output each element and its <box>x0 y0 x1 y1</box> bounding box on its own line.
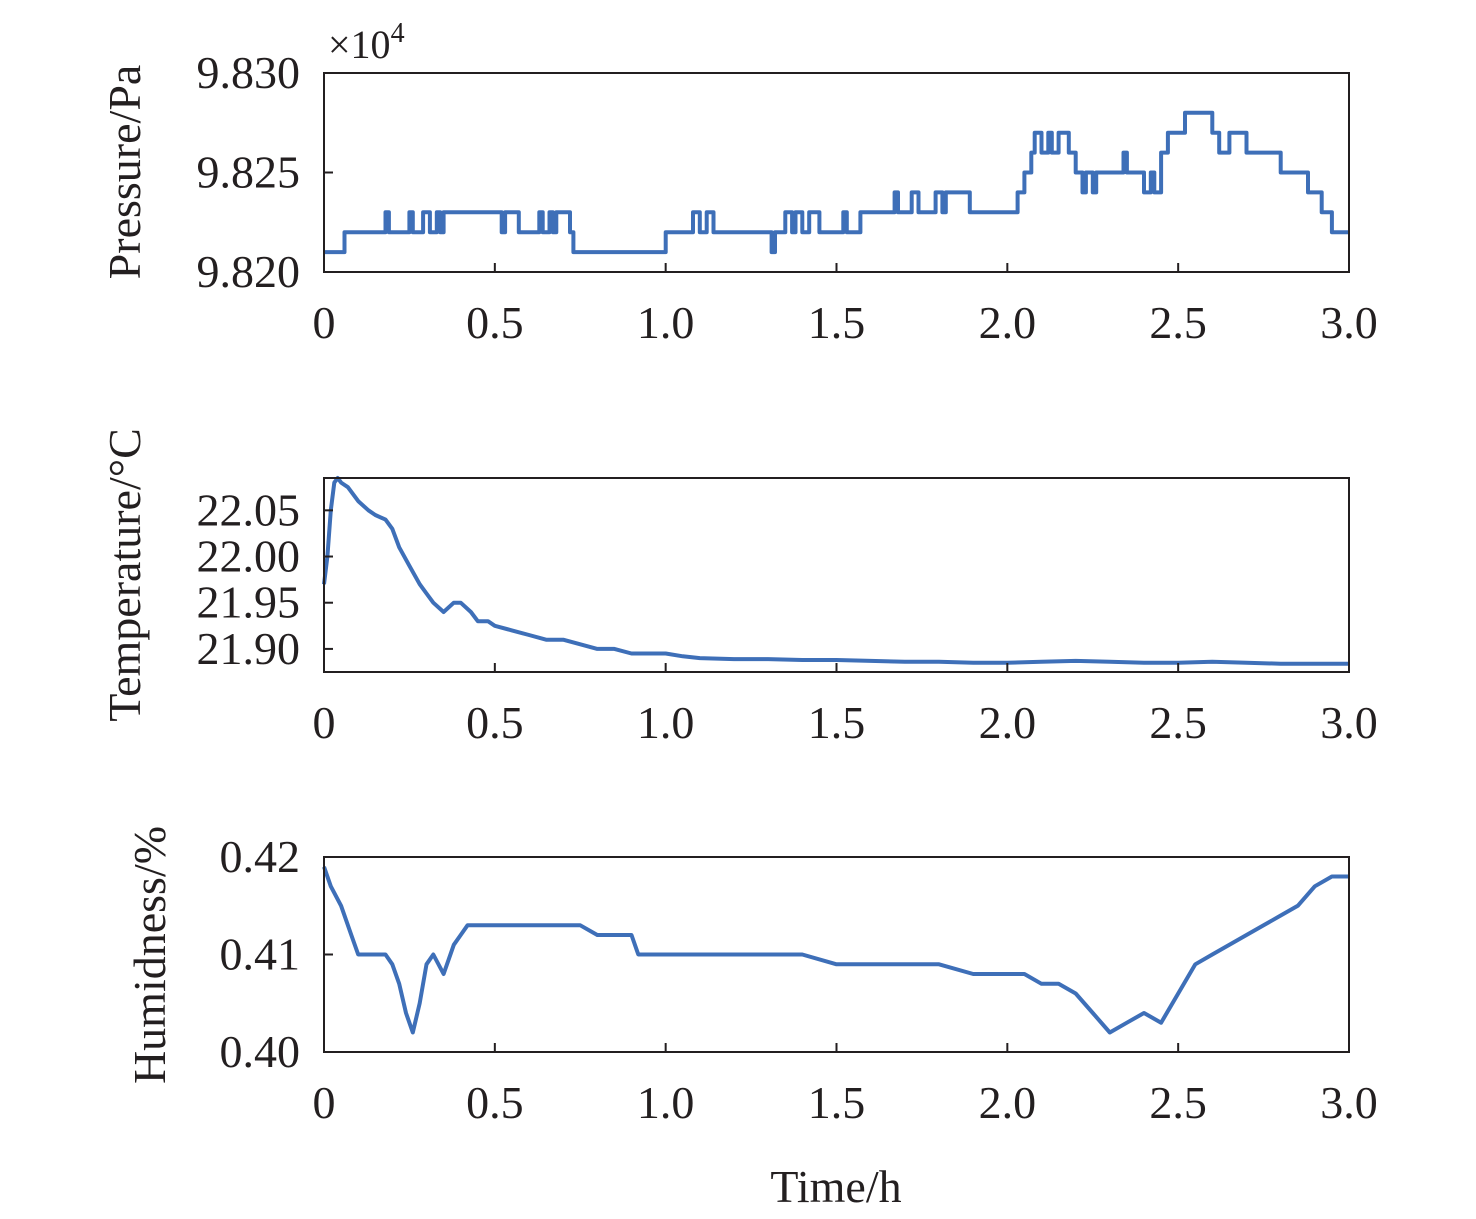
x-tick-label: 2.5 <box>1149 1077 1207 1128</box>
pressure-panel: 0 0.5 1.0 1.5 2.0 2.5 3.0 9.820 9.825 9.830 Pressu… <box>99 18 1378 348</box>
y-tick-label: 9.820 <box>197 246 301 297</box>
y-axis-title: Pressure/Pa <box>99 65 150 280</box>
x-tick-label: 3.0 <box>1320 697 1378 748</box>
series-line <box>322 866 1349 1035</box>
x-tick-label: 2.5 <box>1149 697 1207 748</box>
x-tick-label: 2.0 <box>979 697 1037 748</box>
x-tick-label: 2.5 <box>1149 297 1207 348</box>
y-tick-label: 21.95 <box>197 577 301 628</box>
x-tick-label: 1.5 <box>808 697 866 748</box>
x-tick-label: 3.0 <box>1320 297 1378 348</box>
x-tick-label: 1.0 <box>637 697 695 748</box>
x-tick-label: 0.5 <box>466 1077 524 1128</box>
plot-frame <box>323 72 1350 273</box>
y-tick-label: 22.00 <box>197 531 301 582</box>
y-tick-label: 9.825 <box>197 147 301 198</box>
plot-frame <box>323 477 1350 673</box>
x-tick-label: 2.0 <box>979 297 1037 348</box>
x-tick-label: 0 <box>313 697 336 748</box>
x-tick-label: 0.5 <box>466 297 524 348</box>
y-tick-label: 22.05 <box>197 484 301 535</box>
y-tick-label: 0.40 <box>220 1026 301 1077</box>
y-multiplier-exponent: 4 <box>391 18 405 49</box>
x-axis-title: Time/h <box>770 1161 901 1212</box>
x-tick-label: 1.5 <box>808 297 866 348</box>
y-multiplier-label: ×104 <box>328 18 405 67</box>
x-tick-label: 0 <box>313 1077 336 1128</box>
plot-frame <box>323 856 1350 1053</box>
y-tick-label: 9.830 <box>197 47 301 98</box>
x-tick-label: 1.0 <box>637 1077 695 1128</box>
x-tick-label: 2.0 <box>979 1077 1037 1128</box>
series-line <box>324 110 1349 255</box>
x-tick-label: 1.5 <box>808 1077 866 1128</box>
y-tick-label: 21.90 <box>197 623 301 674</box>
series-line <box>322 476 1349 666</box>
x-tick-label: 1.0 <box>637 297 695 348</box>
y-axis-title: Temperature/°C <box>99 428 150 722</box>
x-tick-label: 3.0 <box>1320 1077 1378 1128</box>
y-axis-title: Humidness/% <box>124 826 175 1084</box>
x-tick-label: 0 <box>313 297 336 348</box>
x-tick-label: 0.5 <box>466 697 524 748</box>
y-tick-label: 0.41 <box>220 929 301 980</box>
humidness-panel: 0 0.5 1.0 1.5 2.0 2.5 3.0 0.40 0.41 0.42 Humidness… <box>124 826 1378 1128</box>
y-tick-label: 0.42 <box>220 831 301 882</box>
